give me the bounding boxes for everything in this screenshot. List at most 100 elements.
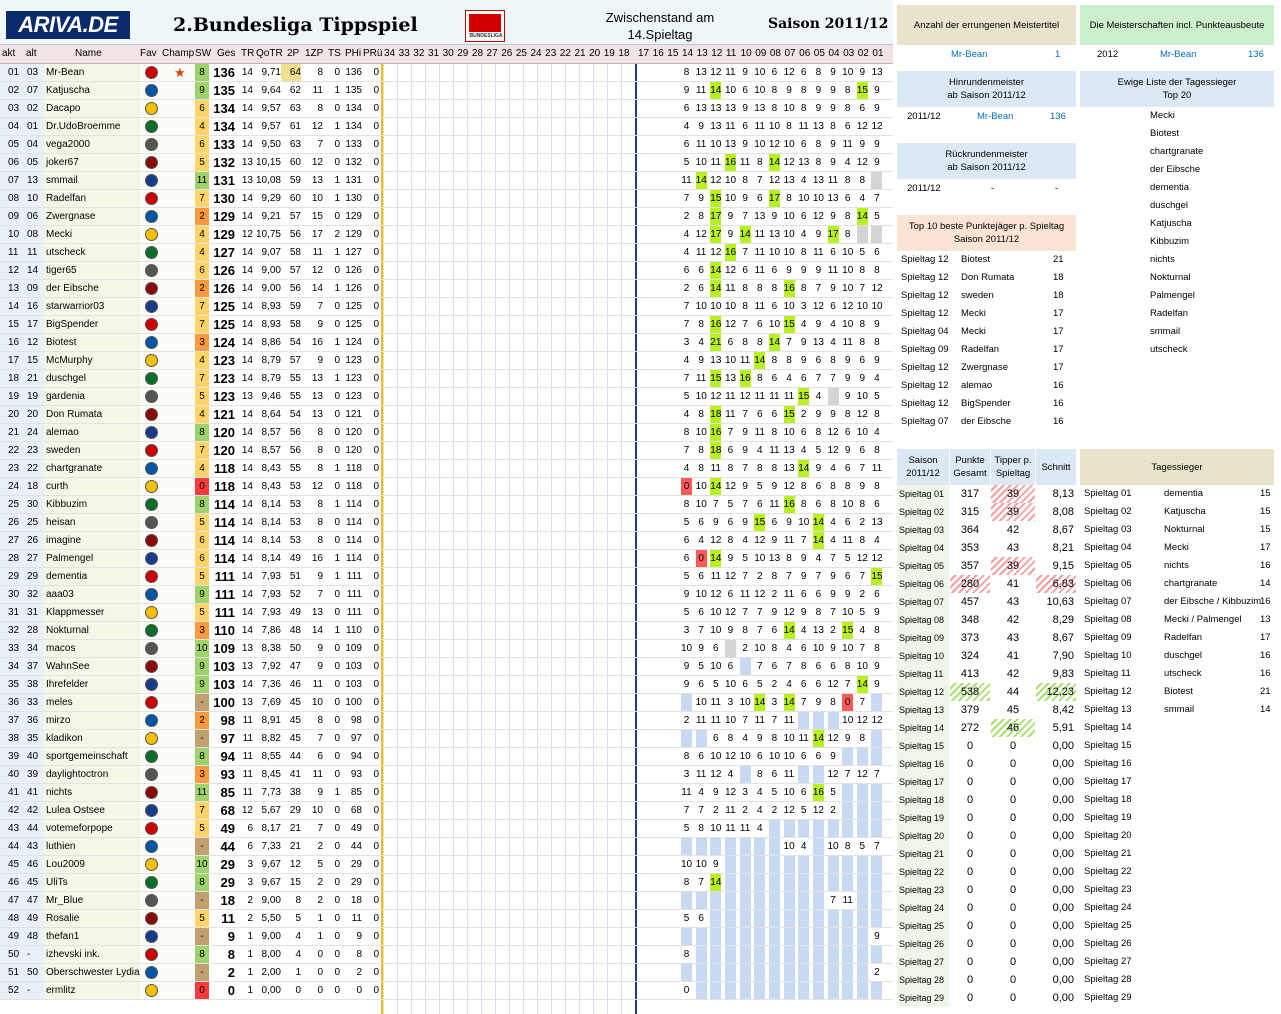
player-name[interactable]: imagine bbox=[44, 532, 140, 549]
round-score bbox=[798, 964, 810, 981]
player-name[interactable]: daylightoctron bbox=[44, 766, 140, 783]
player-name[interactable]: Dr.UdoBroemme bbox=[44, 118, 140, 135]
stats-cell: Spieltag 03 bbox=[897, 521, 949, 539]
tages-row: Spieltag 21 bbox=[1080, 845, 1274, 863]
weekly-score: 8 bbox=[195, 748, 209, 765]
player-name[interactable]: Nokturnal bbox=[44, 622, 140, 639]
total-points: 134 bbox=[213, 101, 235, 116]
player-name[interactable]: Zwergnase bbox=[44, 208, 140, 225]
round-score: 5 bbox=[859, 841, 866, 852]
round-score: 7 bbox=[844, 679, 851, 690]
rank-previous: 04 bbox=[24, 136, 44, 153]
player-name[interactable]: aaa03 bbox=[44, 586, 140, 603]
player-name[interactable]: heisan bbox=[44, 514, 140, 531]
round-wins: 0 bbox=[334, 733, 340, 744]
round-score: 4 bbox=[800, 319, 807, 330]
player-name[interactable]: Mr_Blue bbox=[44, 892, 140, 909]
player-name[interactable]: Rosalie bbox=[44, 910, 140, 927]
player-name[interactable]: vega2000 bbox=[44, 136, 140, 153]
round-score: 4 bbox=[683, 463, 690, 474]
player-name[interactable]: izhevski ink. bbox=[44, 946, 140, 963]
round-score: 10 bbox=[754, 67, 766, 78]
round-score: 9 bbox=[874, 931, 880, 942]
player-name[interactable]: tiger65 bbox=[44, 262, 140, 279]
player-name[interactable]: Lulea Ostsee bbox=[44, 802, 140, 819]
player-name[interactable]: chartgranate bbox=[44, 460, 140, 477]
round-score: 6 bbox=[800, 427, 807, 438]
stats-cell: 0,00 bbox=[1052, 920, 1074, 932]
total-points: 120 bbox=[213, 425, 235, 440]
player-name[interactable]: alemao bbox=[44, 424, 140, 441]
stats-cell: 8,13 bbox=[1052, 488, 1074, 500]
player-name[interactable]: Radelfan bbox=[44, 190, 140, 207]
player-name[interactable]: Mecki bbox=[44, 226, 140, 243]
player-name[interactable]: Biotest bbox=[44, 334, 140, 351]
player-name[interactable]: curth bbox=[44, 478, 140, 495]
player-name[interactable]: gardenia bbox=[44, 388, 140, 405]
player-name[interactable]: Katjuscha bbox=[44, 82, 140, 99]
player-name[interactable]: Palmengel bbox=[44, 550, 140, 567]
player-name[interactable]: utscheck bbox=[44, 244, 140, 261]
player-name[interactable]: macos bbox=[44, 640, 140, 657]
player-name[interactable]: UliTs bbox=[44, 874, 140, 891]
round-score: 12 bbox=[710, 247, 722, 258]
player-name[interactable]: kladikon bbox=[44, 730, 140, 747]
total-points: 103 bbox=[213, 659, 235, 674]
rounds-tipped: 11 bbox=[242, 787, 253, 798]
round-score bbox=[871, 730, 883, 747]
player-name[interactable]: duschgel bbox=[44, 370, 140, 387]
player-name[interactable]: ermlitz bbox=[44, 982, 140, 999]
round-score: 6 bbox=[844, 427, 851, 438]
player-name[interactable]: Don Rumata bbox=[44, 406, 140, 423]
tages-row: Spieltag 12 Biotest 21 bbox=[1080, 683, 1274, 701]
round-score: 4 bbox=[683, 355, 690, 366]
player-name[interactable]: Kibbuzim bbox=[44, 496, 140, 513]
round-wins: 1 bbox=[334, 373, 340, 384]
player-name[interactable]: thefan1 bbox=[44, 928, 140, 945]
two-point-count: 58 bbox=[289, 319, 301, 330]
player-name[interactable]: smmail bbox=[44, 172, 140, 189]
player-name[interactable]: dementia bbox=[44, 568, 140, 585]
rank-previous: 46 bbox=[24, 856, 44, 873]
player-name[interactable]: sportgemeinschaft bbox=[44, 748, 140, 765]
player-name[interactable]: Ihrefelder bbox=[44, 676, 140, 693]
punkte-box-title: Die Meisterschaften incl. Punkteausbeute bbox=[1080, 5, 1274, 45]
stats-cell: Spieltag 19 bbox=[897, 809, 949, 827]
player-name[interactable]: der Eibsche bbox=[44, 280, 140, 297]
player-name[interactable]: votemeforpope bbox=[44, 820, 140, 837]
player-name[interactable]: McMurphy bbox=[44, 352, 140, 369]
player-name[interactable]: luthien bbox=[44, 838, 140, 855]
round-score bbox=[798, 712, 810, 729]
favorite-team-icon bbox=[140, 784, 194, 801]
round-score: 9 bbox=[830, 589, 836, 600]
player-name[interactable]: Dacapo bbox=[44, 100, 140, 117]
player-name[interactable]: nichts bbox=[44, 784, 140, 801]
round-score: 10 bbox=[695, 427, 707, 438]
round-score: 6 bbox=[727, 517, 734, 528]
player-name[interactable]: Oberschwester Lydia bbox=[44, 964, 140, 981]
player-name[interactable]: WahnSee bbox=[44, 658, 140, 675]
col-ts: TS bbox=[328, 48, 341, 59]
stats-h2: Punkte Gesamt bbox=[950, 449, 990, 485]
player-name[interactable]: joker67 bbox=[44, 154, 140, 171]
player-name[interactable]: meles bbox=[44, 694, 140, 711]
player-name[interactable]: mirzo bbox=[44, 712, 140, 729]
weekly-score: - bbox=[195, 928, 209, 945]
favorite-team-icon bbox=[140, 694, 194, 711]
hin-row: 2011/12 Mr-Bean 136 bbox=[897, 108, 1076, 126]
player-name[interactable]: BigSpender bbox=[44, 316, 140, 333]
round-score: 0 bbox=[842, 694, 854, 711]
ariva-logo[interactable]: ARIVA.DE bbox=[6, 11, 130, 39]
round-score: 6 bbox=[874, 589, 880, 600]
player-name[interactable]: Mr-Bean bbox=[44, 64, 140, 81]
rank-previous: 27 bbox=[24, 550, 44, 567]
player-name[interactable]: sweden bbox=[44, 442, 140, 459]
stats-cell: 42 bbox=[1006, 524, 1020, 536]
round-score: 2 bbox=[683, 283, 690, 294]
player-name[interactable]: Klappmesser bbox=[44, 604, 140, 621]
player-name[interactable]: Lou2009 bbox=[44, 856, 140, 873]
player-name[interactable]: starwarrior03 bbox=[44, 298, 140, 315]
tages-row: Spieltag 25 bbox=[1080, 917, 1274, 935]
one-point-count: 7 bbox=[317, 733, 323, 744]
rank-current: 22 bbox=[0, 442, 24, 459]
